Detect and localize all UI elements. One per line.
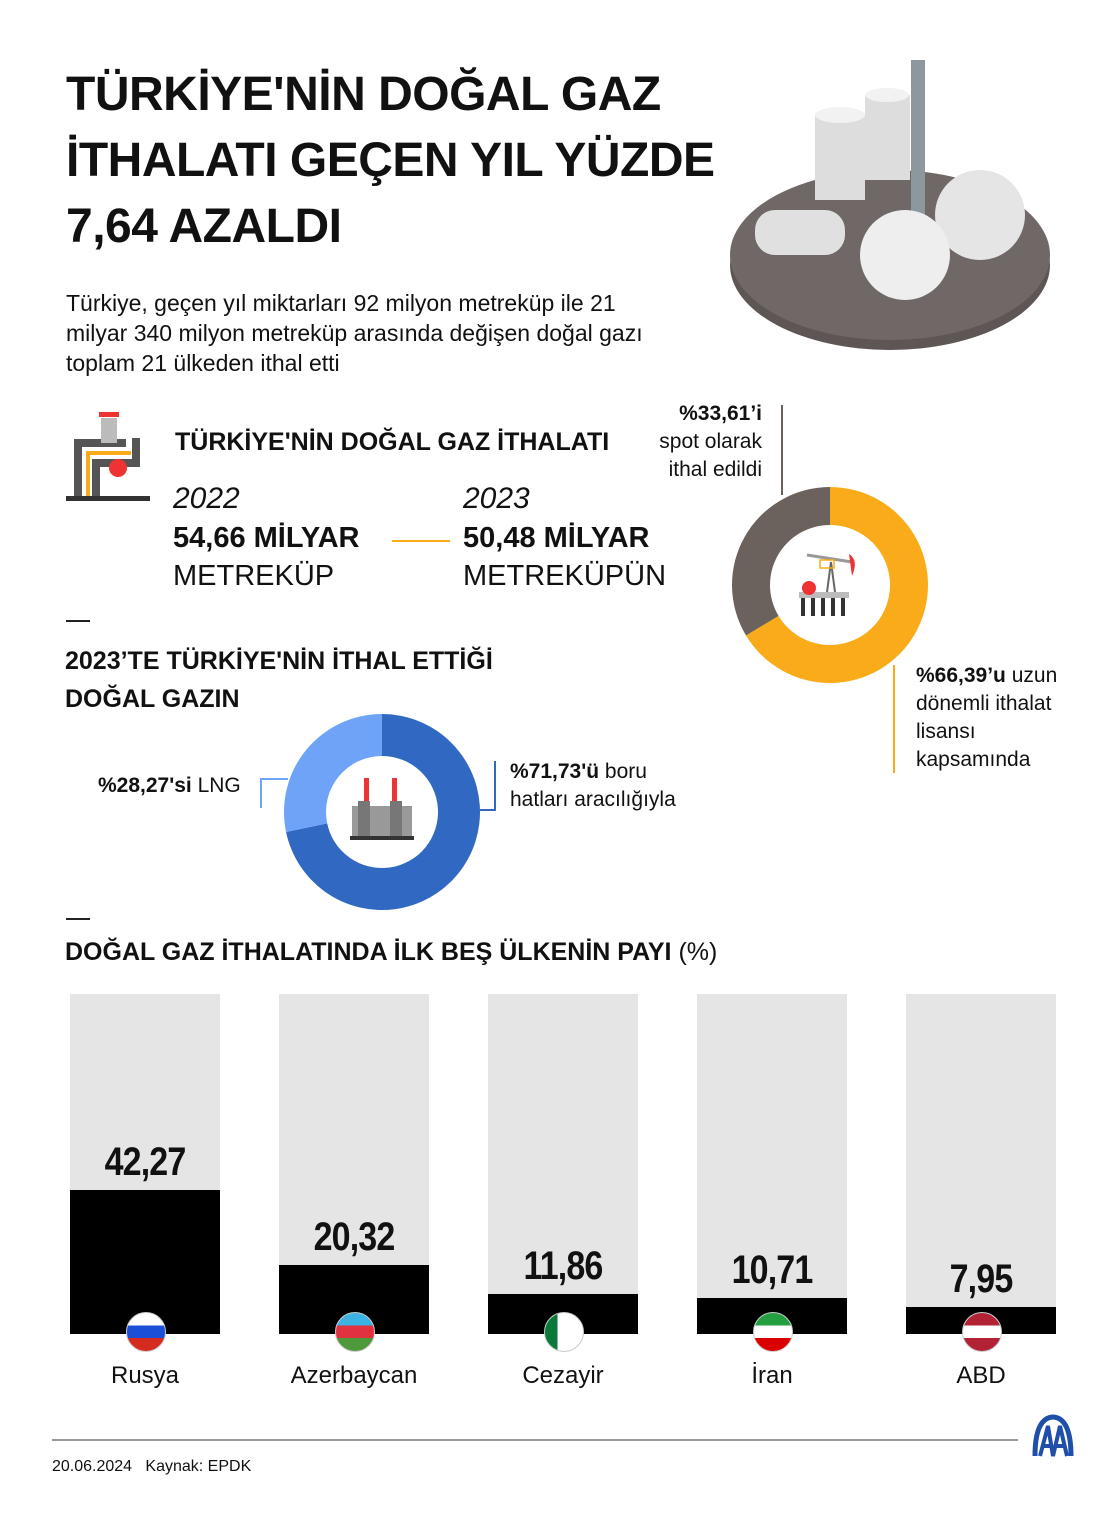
flag-icon [962,1312,1002,1352]
spot-text: spot olarak [659,430,762,453]
long-text: uzun dönemli ithalat lisansı kapsamında [916,664,1058,771]
bar-background [488,994,638,1334]
pipe-label: %71,73'ü boru hatları aracılığıyla [510,758,676,814]
imports-heading: TÜRKİYE'NİN DOĞAL GAZ İTHALATI [175,428,610,456]
bar-background [279,994,429,1334]
spot-label: %33,61’i spot olarak ithal edildi [620,400,762,484]
page-title: TÜRKİYE'NİN DOĞAL GAZ İTHALATI GEÇEN YIL… [66,68,715,253]
year-2022: 2022 [173,482,240,515]
flag-icon [335,1312,375,1352]
contract-donut [732,487,928,683]
slice-pipeline [286,714,480,910]
bar-title-unit: (%) [678,938,718,966]
bar [697,1297,847,1334]
bar-background [697,994,847,1334]
bar-category-label: İran [751,1362,793,1389]
divider [66,620,90,622]
flag-icon [544,1312,584,1352]
value-2023: 50,48 MİLYAR [463,522,650,554]
bar [70,1190,220,1334]
bar-background [70,994,220,1334]
long-leader [893,665,895,773]
refinery-icon [350,778,414,840]
lng-pct: %28,27'si [98,774,192,797]
pipe-text: boru [604,760,647,783]
lng-label: %28,27'si LNG [98,772,241,800]
bar-value-label: 20,32 [313,1214,396,1259]
unit-2022: METREKÜP [173,560,335,592]
bar-value-label: 42,27 [104,1140,187,1185]
footer-source: Kaynak: EPDK [145,1458,252,1475]
oil-pump-icon [799,553,855,616]
pipe-text-2: hatları aracılığıyla [510,788,676,811]
year-2023: 2023 [463,482,530,515]
bar-background [906,994,1056,1334]
pipe-valve-icon [66,412,150,501]
long-label: %66,39’u uzun dönemli ithalat lisansı ka… [916,662,1086,774]
footer-date: 20.06.2024 [52,1458,133,1475]
flag-icon [753,1312,793,1352]
lng-leader [260,778,288,808]
spot-text-2: ithal edildi [668,458,762,481]
bar [279,1264,429,1334]
unit-2023: METREKÜPÜN [463,560,667,592]
bar-value-label: 10,71 [731,1247,814,1292]
bar-category-label: ABD [956,1362,1006,1389]
type-heading: 2023’TE TÜRKİYE'NİN İTHAL ETTİĞİ DOĞAL G… [65,642,493,718]
bar-value-label: 7,95 [949,1256,1014,1301]
spot-leader [781,405,783,495]
pipe-leader [480,761,496,811]
value-2022: 54,66 MİLYAR [173,522,360,554]
flag-icon [126,1312,166,1352]
slice-lng [284,714,382,832]
footer-rule [52,1439,1018,1441]
gas-plant-illustration [730,60,1050,350]
type-heading-1: 2023’TE TÜRKİYE'NİN İTHAL ETTİĞİ [65,647,493,675]
divider [66,918,90,920]
connector-line [392,540,450,542]
bar [488,1293,638,1334]
bar-category-label: Azerbaycan [290,1362,418,1389]
bar-chart-title: DOĞAL GAZ İTHALATINDA İLK BEŞ ÜLKENİN PA… [65,938,717,967]
bar-title-text: DOĞAL GAZ İTHALATINDA İLK BEŞ ÜLKENİN PA… [65,938,672,966]
bar-category-label: Rusya [110,1362,180,1389]
spot-pct: %33,61’i [679,402,762,425]
footer: 20.06.2024 Kaynak: EPDK [52,1458,251,1476]
pipe-pct: %71,73'ü [510,760,600,783]
aa-logo [1032,1414,1074,1457]
bar-value-label: 11,86 [523,1243,604,1288]
bar-category-label: Cezayir [522,1362,604,1389]
slice-spot [732,487,830,636]
long-pct: %66,39’u [916,664,1006,687]
slice-long-term [745,487,928,683]
type-heading-2: DOĞAL GAZIN [65,685,240,713]
lng-text: LNG [197,774,241,797]
bar [906,1306,1056,1334]
subtitle: Türkiye, geçen yıl miktarları 92 milyon … [66,290,643,376]
type-donut [284,714,480,910]
